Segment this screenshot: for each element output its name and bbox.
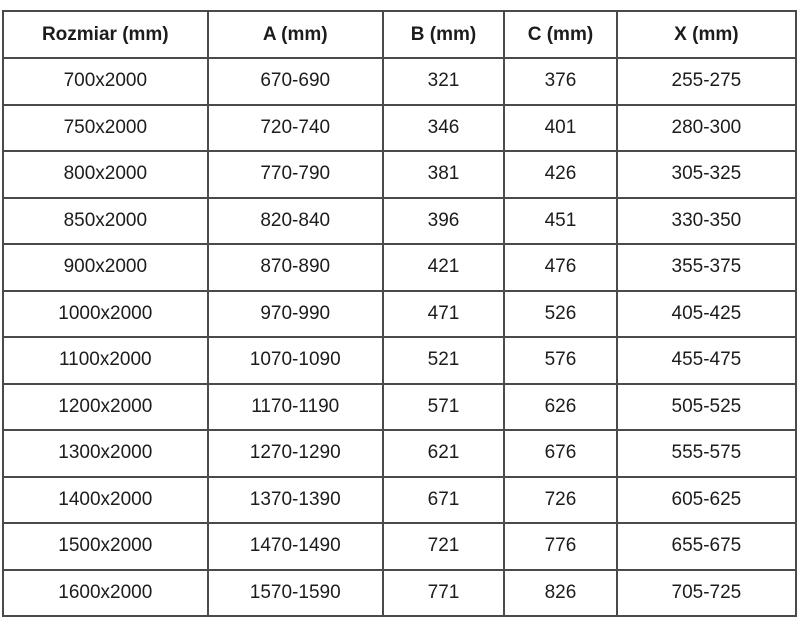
cell-a: 1370-1390	[206, 475, 384, 524]
cell-rozmiar: 1200x2000	[2, 382, 209, 431]
table-row: 1500x2000 1470-1490 721 776 655-675	[2, 522, 798, 571]
cell-b: 396	[381, 196, 506, 245]
table-row: 1300x2000 1270-1290 621 676 555-575	[2, 429, 798, 478]
cell-c: 726	[503, 475, 618, 524]
cell-a: 720-740	[206, 103, 384, 152]
cell-b: 381	[381, 150, 506, 199]
cell-rozmiar: 1500x2000	[2, 522, 209, 571]
cell-x: 655-675	[615, 522, 798, 571]
cell-b: 471	[381, 289, 506, 338]
cell-c: 401	[503, 103, 618, 152]
cell-x: 505-525	[615, 382, 798, 431]
cell-a: 870-890	[206, 243, 384, 292]
table-body: 700x2000 670-690 321 376 255-275 750x200…	[2, 57, 798, 617]
column-header-x: X (mm)	[615, 10, 798, 59]
size-specification-table: Rozmiar (mm) A (mm) B (mm) C (mm) X (mm)…	[2, 10, 798, 617]
table-row: 1100x2000 1070-1090 521 576 455-475	[2, 336, 798, 385]
cell-rozmiar: 750x2000	[2, 103, 209, 152]
cell-rozmiar: 1400x2000	[2, 475, 209, 524]
cell-b: 321	[381, 57, 506, 106]
column-header-a: A (mm)	[206, 10, 384, 59]
cell-a: 1270-1290	[206, 429, 384, 478]
cell-b: 346	[381, 103, 506, 152]
cell-c: 776	[503, 522, 618, 571]
cell-c: 476	[503, 243, 618, 292]
cell-x: 405-425	[615, 289, 798, 338]
cell-b: 571	[381, 382, 506, 431]
cell-x: 255-275	[615, 57, 798, 106]
cell-b: 771	[381, 568, 506, 617]
cell-rozmiar: 1100x2000	[2, 336, 209, 385]
cell-c: 626	[503, 382, 618, 431]
cell-b: 671	[381, 475, 506, 524]
cell-b: 521	[381, 336, 506, 385]
cell-rozmiar: 1600x2000	[2, 568, 209, 617]
cell-c: 376	[503, 57, 618, 106]
cell-x: 605-625	[615, 475, 798, 524]
cell-rozmiar: 850x2000	[2, 196, 209, 245]
table-row: 900x2000 870-890 421 476 355-375	[2, 243, 798, 292]
cell-a: 1170-1190	[206, 382, 384, 431]
cell-a: 820-840	[206, 196, 384, 245]
cell-x: 305-325	[615, 150, 798, 199]
cell-c: 451	[503, 196, 618, 245]
cell-x: 705-725	[615, 568, 798, 617]
cell-a: 770-790	[206, 150, 384, 199]
cell-rozmiar: 900x2000	[2, 243, 209, 292]
cell-x: 455-475	[615, 336, 798, 385]
cell-a: 1570-1590	[206, 568, 384, 617]
cell-b: 621	[381, 429, 506, 478]
cell-rozmiar: 1000x2000	[2, 289, 209, 338]
table-row: 1000x2000 970-990 471 526 405-425	[2, 289, 798, 338]
cell-b: 421	[381, 243, 506, 292]
table-row: 700x2000 670-690 321 376 255-275	[2, 57, 798, 106]
cell-a: 670-690	[206, 57, 384, 106]
cell-rozmiar: 700x2000	[2, 57, 209, 106]
table-row: 1200x2000 1170-1190 571 626 505-525	[2, 382, 798, 431]
cell-rozmiar: 800x2000	[2, 150, 209, 199]
cell-c: 576	[503, 336, 618, 385]
cell-c: 676	[503, 429, 618, 478]
cell-c: 526	[503, 289, 618, 338]
table-row: 850x2000 820-840 396 451 330-350	[2, 196, 798, 245]
cell-x: 330-350	[615, 196, 798, 245]
table-header-row: Rozmiar (mm) A (mm) B (mm) C (mm) X (mm)	[2, 10, 798, 59]
column-header-b: B (mm)	[381, 10, 506, 59]
cell-b: 721	[381, 522, 506, 571]
cell-rozmiar: 1300x2000	[2, 429, 209, 478]
column-header-c: C (mm)	[503, 10, 618, 59]
column-header-rozmiar: Rozmiar (mm)	[2, 10, 209, 59]
table-row: 800x2000 770-790 381 426 305-325	[2, 150, 798, 199]
cell-a: 970-990	[206, 289, 384, 338]
table-row: 1400x2000 1370-1390 671 726 605-625	[2, 475, 798, 524]
table-row: 750x2000 720-740 346 401 280-300	[2, 103, 798, 152]
cell-x: 555-575	[615, 429, 798, 478]
cell-x: 280-300	[615, 103, 798, 152]
cell-a: 1070-1090	[206, 336, 384, 385]
cell-c: 826	[503, 568, 618, 617]
table-row: 1600x2000 1570-1590 771 826 705-725	[2, 568, 798, 617]
cell-c: 426	[503, 150, 618, 199]
cell-a: 1470-1490	[206, 522, 384, 571]
cell-x: 355-375	[615, 243, 798, 292]
